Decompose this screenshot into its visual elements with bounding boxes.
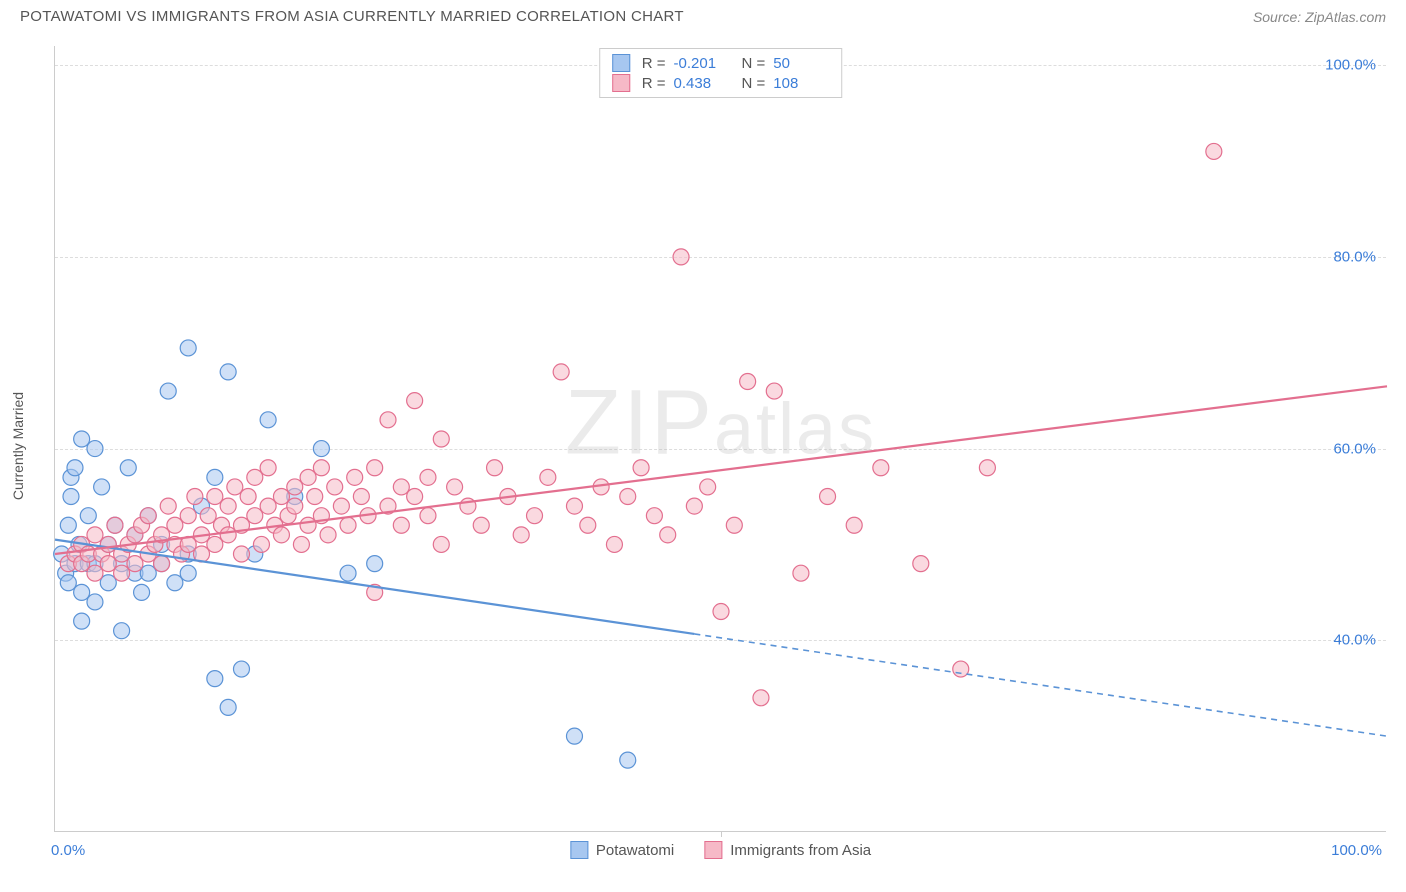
chart-title: POTAWATOMI VS IMMIGRANTS FROM ASIA CURRE… xyxy=(20,8,684,25)
series-name: Potawatomi xyxy=(596,842,674,859)
r-label: R = xyxy=(642,55,666,72)
n-label: N = xyxy=(742,75,766,92)
x-tick-label: 100.0% xyxy=(1331,842,1382,859)
source-attribution: Source: ZipAtlas.com xyxy=(1253,9,1386,25)
r-value: 0.438 xyxy=(674,75,730,92)
y-axis-title: Currently Married xyxy=(10,392,26,500)
chart-plot-area: 40.0%60.0%80.0%100.0% ZIPatlas R = -0.20… xyxy=(54,46,1386,832)
swatch-icon xyxy=(570,841,588,859)
legend-item: Potawatomi xyxy=(570,841,674,859)
swatch-icon xyxy=(612,74,630,92)
scatter-plot xyxy=(55,46,1386,831)
legend-series: Potawatomi Immigrants from Asia xyxy=(570,841,871,859)
x-tick xyxy=(721,831,722,837)
legend-stats-row: R = 0.438 N = 108 xyxy=(612,73,830,93)
n-value: 108 xyxy=(773,75,829,92)
x-tick-label: 0.0% xyxy=(51,842,85,859)
r-value: -0.201 xyxy=(674,55,730,72)
n-label: N = xyxy=(742,55,766,72)
series-name: Immigrants from Asia xyxy=(730,842,871,859)
legend-stats: R = -0.201 N = 50 R = 0.438 N = 108 xyxy=(599,48,843,98)
n-value: 50 xyxy=(773,55,829,72)
legend-item: Immigrants from Asia xyxy=(704,841,871,859)
swatch-icon xyxy=(612,54,630,72)
r-label: R = xyxy=(642,75,666,92)
swatch-icon xyxy=(704,841,722,859)
legend-stats-row: R = -0.201 N = 50 xyxy=(612,53,830,73)
